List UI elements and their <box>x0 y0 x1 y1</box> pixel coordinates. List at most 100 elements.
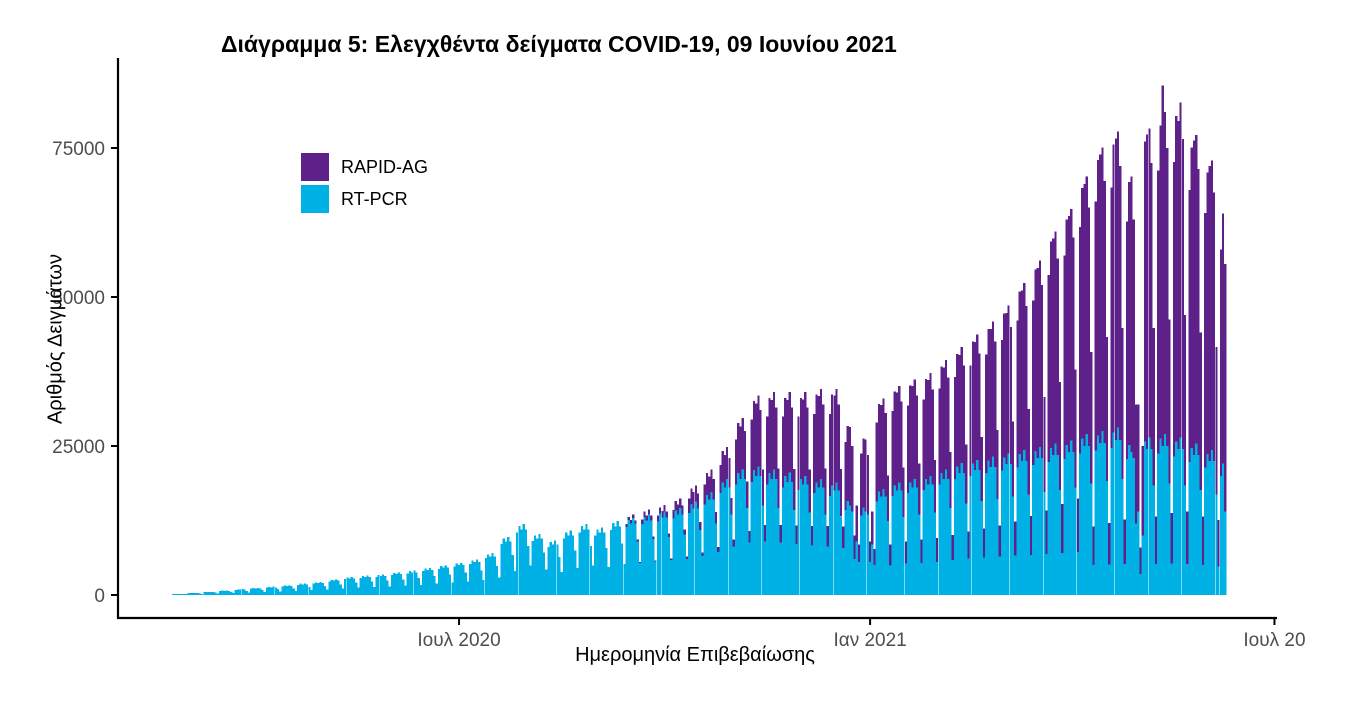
bar-rapid-ag <box>1070 208 1073 441</box>
bar-rt-pcr <box>268 586 271 595</box>
bar-rt-pcr <box>864 511 867 595</box>
bar-rt-pcr <box>1121 478 1124 595</box>
bar-rapid-ag <box>869 541 872 563</box>
bar-rapid-ag <box>842 526 845 549</box>
bar-rapid-ag <box>875 422 878 502</box>
bar-rt-pcr <box>1157 453 1160 595</box>
bar-rapid-ag <box>1197 168 1200 455</box>
bar-rt-pcr <box>484 558 487 595</box>
bar-rt-pcr <box>1038 446 1041 595</box>
bar-rt-pcr <box>882 488 885 595</box>
bar-rt-pcr <box>502 538 505 595</box>
bar-rt-pcr <box>607 566 610 595</box>
bar-rt-pcr <box>1087 446 1091 595</box>
bar-rt-pcr <box>978 469 981 595</box>
bar-rt-pcr <box>638 562 642 595</box>
bar-rt-pcr <box>498 577 501 595</box>
bar-rt-pcr <box>659 513 662 595</box>
bar-rt-pcr <box>471 560 474 595</box>
legend-label-rapid-ag: RAPID-AG <box>341 156 429 177</box>
bar-rapid-ag <box>1161 85 1164 447</box>
bar-rt-pcr <box>335 579 338 595</box>
bar-rt-pcr <box>1139 574 1142 595</box>
bar-rapid-ag <box>815 394 818 483</box>
bar-rt-pcr <box>460 562 463 595</box>
bar-rt-pcr <box>788 472 791 595</box>
bar-rt-pcr <box>560 572 563 595</box>
bar-rt-pcr <box>855 541 858 595</box>
bar-rt-pcr <box>647 514 651 595</box>
bar-rapid-ag <box>719 464 722 494</box>
bar-rapid-ag <box>793 469 796 511</box>
bar-rapid-ag <box>976 334 979 460</box>
bar-rapid-ag <box>924 379 928 480</box>
bar-rapid-ag <box>1188 190 1191 462</box>
bar-rt-pcr <box>1092 565 1095 595</box>
bar-rt-pcr <box>960 463 963 595</box>
bar-rt-pcr <box>786 481 789 595</box>
bar-rapid-ag <box>1186 511 1189 565</box>
bar-rt-pcr <box>326 589 329 595</box>
bar-rt-pcr <box>1208 460 1211 595</box>
bar-rt-pcr <box>665 517 668 595</box>
bar-rt-pcr <box>1036 457 1039 595</box>
bar-rapid-ag <box>667 533 671 537</box>
bar-rt-pcr <box>388 586 391 595</box>
bar-rt-pcr <box>344 579 347 595</box>
bar-rt-pcr <box>985 473 988 595</box>
bar-rapid-ag <box>694 485 697 502</box>
bar-rt-pcr <box>1181 448 1184 595</box>
bar-rt-pcr <box>491 553 494 595</box>
bar-rapid-ag <box>1110 187 1113 448</box>
bar-rapid-ag <box>989 329 992 467</box>
bar-rt-pcr <box>180 593 184 595</box>
bar-rapid-ag <box>1023 282 1026 451</box>
bar-rt-pcr <box>261 590 264 595</box>
bar-rapid-ag <box>755 403 758 476</box>
bar-rt-pcr <box>243 589 246 595</box>
bar-rt-pcr <box>770 478 773 595</box>
bar-rt-pcr <box>1054 443 1057 595</box>
bar-rapid-ag <box>1094 201 1097 451</box>
bar-rapid-ag <box>824 468 827 515</box>
bar-rt-pcr <box>547 546 550 595</box>
bar-rt-pcr <box>279 591 282 595</box>
bar-rt-pcr <box>824 514 827 595</box>
bar-rapid-ag <box>699 521 702 531</box>
bar-rt-pcr <box>991 456 995 595</box>
bar-rt-pcr <box>953 478 957 595</box>
bar-rt-pcr <box>1184 485 1187 595</box>
bar-rapid-ag <box>652 536 655 540</box>
bar-rt-pcr <box>688 512 691 595</box>
bar-rapid-ag <box>806 407 809 485</box>
y-tick-label: 50000 <box>52 288 105 309</box>
bar-rt-pcr <box>799 479 802 595</box>
bar-rt-pcr <box>1085 434 1088 595</box>
bar-rt-pcr <box>808 512 811 595</box>
bar-rt-pcr <box>1025 460 1028 595</box>
bar-rapid-ag <box>1175 116 1178 442</box>
bar-rapid-ag <box>721 451 724 483</box>
bar-rapid-ag <box>1105 336 1109 481</box>
bar-rt-pcr <box>428 567 432 595</box>
bar-rapid-ag <box>871 511 874 545</box>
bar-rapid-ag <box>690 488 693 505</box>
bar-rt-pcr <box>884 496 887 595</box>
bar-rapid-ag <box>1114 138 1117 441</box>
bar-rapid-ag <box>1054 231 1057 444</box>
bar-rt-pcr <box>877 491 881 595</box>
bar-rt-pcr <box>390 575 394 595</box>
bar-rapid-ag <box>1020 290 1024 461</box>
y-axis-label: Αριθμός Δειγμάτων <box>44 253 67 425</box>
bar-rt-pcr <box>297 584 300 595</box>
bar-rt-pcr <box>761 505 764 595</box>
bar-rt-pcr <box>739 478 742 595</box>
bar-rapid-ag <box>701 552 704 557</box>
bar-rt-pcr <box>804 475 807 595</box>
bar-rt-pcr <box>667 536 671 595</box>
bar-rt-pcr <box>361 576 365 595</box>
bar-rt-pcr <box>272 586 275 595</box>
bar-rapid-ag <box>851 446 854 512</box>
bar-rapid-ag <box>969 365 972 477</box>
bar-rt-pcr <box>734 484 738 595</box>
